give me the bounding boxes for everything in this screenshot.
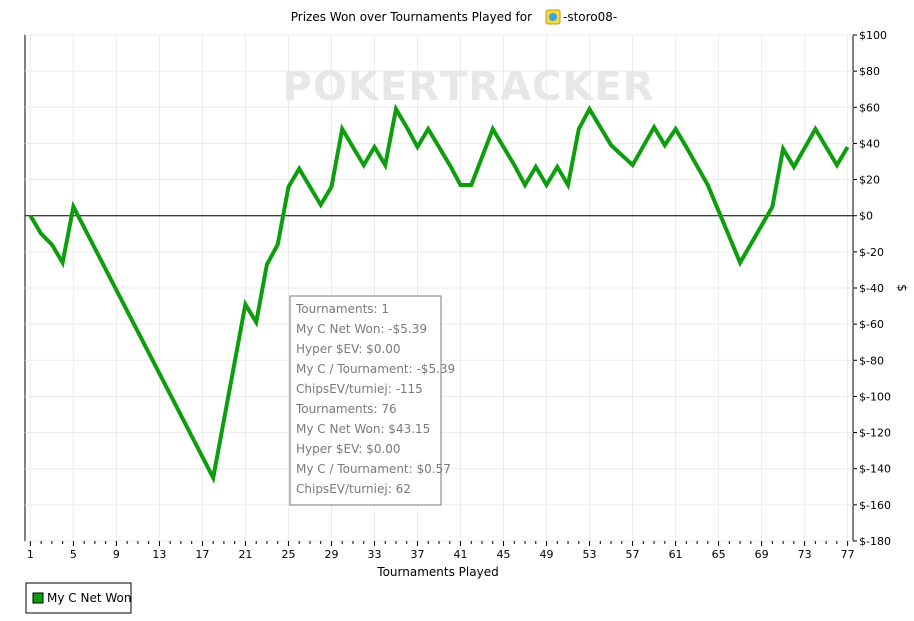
y-tick-label: $-140: [859, 463, 891, 476]
y-axis: $100 $80 $60 $40 $20 $0 $-20 $-40 $-60 $-80 $-100 $…: [853, 29, 891, 548]
x-tick-label: 73: [798, 548, 812, 561]
user-icon: [545, 9, 561, 25]
y-tick-label: $-80: [859, 354, 884, 367]
tooltip-line: ChipsEV/turniej: -115: [296, 382, 423, 396]
y-tick-label: $80: [859, 65, 880, 78]
tooltip-line: My C Net Won: -$5.39: [296, 322, 427, 336]
x-axis: 1 5 9 13 17 21 25 29 33 37 41 45 49 53 57 61 65 69 73 77: [27, 541, 855, 561]
y-axis-title: $: [895, 284, 909, 292]
chart-title-user: -storo08-: [563, 10, 617, 24]
x-tick-label: 13: [152, 548, 166, 561]
x-axis-title: Tournaments Played: [376, 565, 498, 579]
x-tick-label: 5: [70, 548, 77, 561]
legend-box: [25, 582, 132, 614]
watermark-poker: POKER: [283, 64, 440, 110]
x-tick-label: 21: [238, 548, 252, 561]
tooltip-line: My C / Tournament: -$5.39: [296, 362, 455, 376]
x-tick-label: 65: [712, 548, 726, 561]
y-tick-label: $-40: [859, 282, 884, 295]
series-line-my-c-net-won[interactable]: [28, 103, 850, 484]
legend[interactable]: My C Net Won: [25, 582, 132, 614]
y-tick-label: $-20: [859, 246, 884, 259]
x-tick-label: 57: [626, 548, 640, 561]
tooltip-line: My C Net Won: $43.15: [296, 422, 430, 436]
x-tick-label: 61: [669, 548, 683, 561]
x-tick-label: 29: [324, 548, 338, 561]
y-tick-label: $60: [859, 101, 880, 114]
watermark-tracker: TRACKER: [440, 64, 655, 110]
y-tick-label: $20: [859, 174, 880, 187]
x-tick-label: 17: [195, 548, 209, 561]
y-tick-label: $-100: [859, 390, 891, 403]
y-tick-label: $-120: [859, 427, 891, 440]
x-tick-label: 9: [113, 548, 120, 561]
tooltip-line: Hyper $EV: $0.00: [296, 342, 401, 356]
tooltip-line: Tournaments: 76: [295, 402, 397, 416]
x-tick-label: 69: [755, 548, 769, 561]
y-tick-label: $0: [859, 210, 873, 223]
legend-swatch: [32, 592, 44, 604]
x-tick-label: 49: [540, 548, 554, 561]
tooltip-line: Hyper $EV: $0.00: [296, 442, 401, 456]
tooltip-lines: Tournaments: 1 My C Net Won: -$5.39 Hyper …: [295, 302, 455, 496]
x-tick-label: 77: [841, 548, 855, 561]
y-tick-label: $-60: [859, 318, 884, 331]
legend-label: My C Net Won: [47, 591, 131, 605]
watermark: POKER TRACKER: [283, 64, 655, 110]
tooltip-line: Tournaments: 1: [295, 302, 389, 316]
tooltip-box: [289, 295, 442, 506]
tooltip: Tournaments: 1 My C Net Won: -$5.39 Hyper …: [289, 295, 455, 506]
tooltip-line: My C / Tournament: $0.57: [296, 462, 451, 476]
chart-title-prefix: Prizes Won over Tournaments Played for: [291, 10, 532, 24]
x-tick-label: 33: [367, 548, 381, 561]
x-tick-label: 25: [281, 548, 295, 561]
y-tick-label: $-160: [859, 499, 891, 512]
x-tick-label: 37: [410, 548, 424, 561]
x-tick-label: 53: [583, 548, 597, 561]
x-tick-label: 41: [454, 548, 468, 561]
x-tick-label: 1: [27, 548, 34, 561]
y-tick-label: $100: [859, 29, 887, 42]
y-tick-label: $-180: [859, 535, 891, 548]
x-tick-label: 45: [497, 548, 511, 561]
chart-title: Prizes Won over Tournaments Played for -…: [291, 9, 617, 25]
tooltip-line: ChipsEV/turniej: 62: [296, 482, 411, 496]
y-tick-label: $40: [859, 137, 880, 150]
